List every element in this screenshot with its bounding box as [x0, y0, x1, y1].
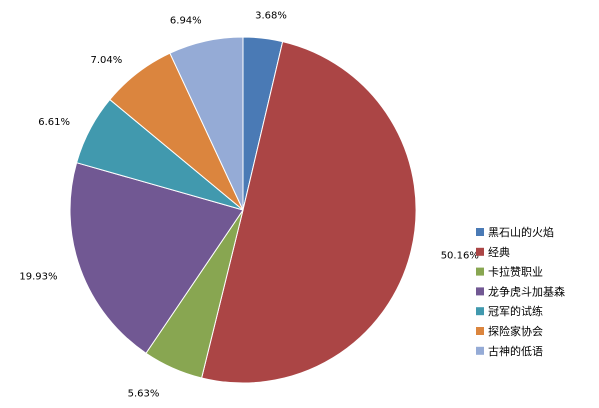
legend-label: 古神的低语: [488, 344, 543, 358]
legend-swatch: [476, 307, 484, 316]
legend-item: 卡拉赞职业: [476, 265, 543, 279]
legend-swatch: [476, 247, 484, 256]
legend-label: 冠军的试练: [488, 304, 543, 318]
slice-label: 6.94%: [170, 16, 202, 27]
legend-item: 龙争虎斗加基森: [476, 284, 565, 298]
legend-swatch: [476, 287, 484, 296]
legend-item: 经典: [476, 245, 510, 259]
pie-slice: [201, 40, 417, 384]
legend-label: 黑石山的火焰: [488, 225, 554, 239]
legend-item: 冠军的试练: [476, 304, 543, 318]
pie-slice: [169, 36, 244, 211]
legend-label: 探险家协会: [488, 324, 543, 338]
legend-swatch: [476, 267, 484, 276]
slice-label: 3.68%: [255, 10, 287, 21]
pie-labels: 3.68% 50.16% 5.63% 19.93% 6.61% 7.04% 6.94%: [19, 10, 478, 399]
slice-label: 50.16%: [441, 251, 479, 262]
legend-item: 黑石山的火焰: [476, 225, 554, 239]
legend-swatch: [476, 346, 484, 355]
legend-label: 卡拉赞职业: [488, 265, 543, 279]
pie-slice: [69, 162, 244, 354]
legend-swatch: [476, 228, 484, 236]
legend-item: 古神的低语: [476, 344, 543, 358]
legend-swatch: [476, 327, 484, 335]
slice-label: 19.93%: [19, 271, 57, 282]
legend-item: 探险家协会: [476, 324, 543, 338]
pie-slices: [69, 36, 417, 384]
legend-label: 经典: [488, 245, 510, 259]
legend-label: 龙争虎斗加基森: [488, 284, 565, 298]
slice-label: 6.61%: [38, 117, 70, 128]
slice-label: 5.63%: [128, 389, 160, 400]
slice-label: 7.04%: [91, 55, 123, 66]
